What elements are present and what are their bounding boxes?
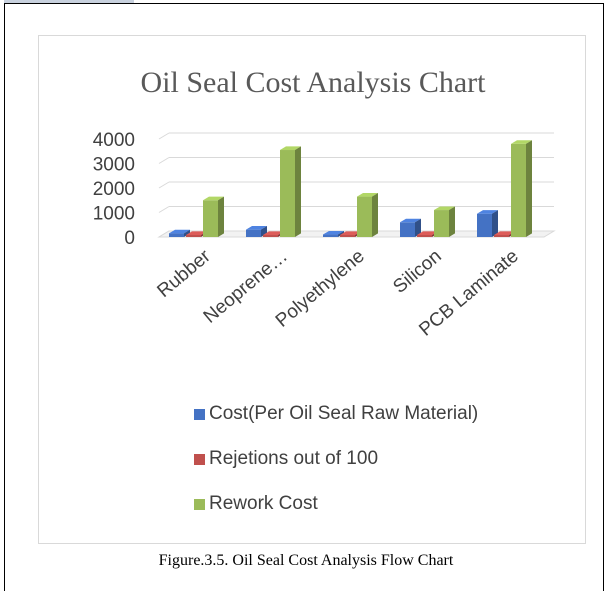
gridline-depth (158, 206, 170, 213)
bar (323, 234, 338, 237)
legend-swatch (194, 408, 205, 420)
bar-top (494, 231, 515, 235)
figure-frame: Oil Seal Cost Analysis Chart 4000 3000 2000… (4, 3, 604, 591)
bar (280, 150, 295, 237)
bar-top (169, 229, 190, 234)
bar (434, 210, 449, 237)
figure-caption: Figure.3.5. Oil Seal Cost Analysis Flow … (158, 552, 454, 569)
y-tick-label: 3000 (93, 155, 135, 176)
gridline-depth (158, 157, 170, 164)
bar (494, 235, 509, 237)
bar-side (372, 192, 378, 237)
legend-label: Rejetions out of 100 (209, 448, 379, 469)
x-tick-label: Silicon (389, 246, 445, 298)
legend-swatch (194, 453, 205, 465)
bar-side (449, 206, 455, 237)
bar (246, 229, 261, 237)
bar-top (511, 140, 532, 144)
bar-side (492, 210, 498, 237)
bar-top (263, 231, 284, 235)
bar-side (295, 146, 301, 237)
gridline-depth (158, 132, 170, 140)
bar-top (203, 196, 224, 201)
bar (263, 235, 278, 237)
bar-side (338, 230, 344, 237)
chart-area: Oil Seal Cost Analysis Chart 4000 3000 2000… (38, 35, 586, 544)
legend-item: Rework Cost (194, 492, 318, 516)
bar-top (400, 218, 421, 223)
bar-top (340, 231, 361, 235)
bar-top (246, 226, 267, 230)
bar-side (415, 218, 421, 237)
y-tick-label: 4000 (93, 130, 135, 151)
legend-item: Cost(Per Oil Seal Raw Material) (194, 402, 478, 426)
chart-title: Oil Seal Cost Analysis Chart (141, 66, 487, 99)
bar (169, 233, 184, 237)
legend-label: Rework Cost (209, 493, 318, 514)
gridline-depth (158, 181, 170, 189)
legend-swatch (194, 498, 205, 510)
bar (203, 200, 218, 237)
bar-side (526, 140, 532, 237)
legend-item: Rejetions out of 100 (194, 447, 378, 471)
y-tick-label: 2000 (93, 179, 135, 200)
y-tick-label: 1000 (93, 204, 135, 225)
y-tick-label: 0 (124, 228, 135, 249)
chart-svg: Oil Seal Cost Analysis Chart 4000 3000 2000… (93, 66, 556, 341)
bar-top (357, 192, 378, 197)
bar (511, 143, 526, 237)
bar-top (417, 231, 438, 235)
bar (417, 235, 432, 237)
bar-side (184, 229, 190, 237)
bar (357, 196, 372, 237)
bar-top (280, 146, 301, 151)
bar-top (323, 230, 344, 235)
bar-top (186, 231, 207, 235)
x-tick-label: Rubber (153, 245, 215, 302)
bar (186, 235, 201, 237)
bar (340, 235, 355, 237)
bar-top (477, 210, 498, 214)
bar (400, 222, 415, 237)
bar (477, 213, 492, 237)
bar-side (218, 196, 224, 237)
legend-label: Cost(Per Oil Seal Raw Material) (209, 403, 479, 424)
bar-top (434, 206, 455, 211)
